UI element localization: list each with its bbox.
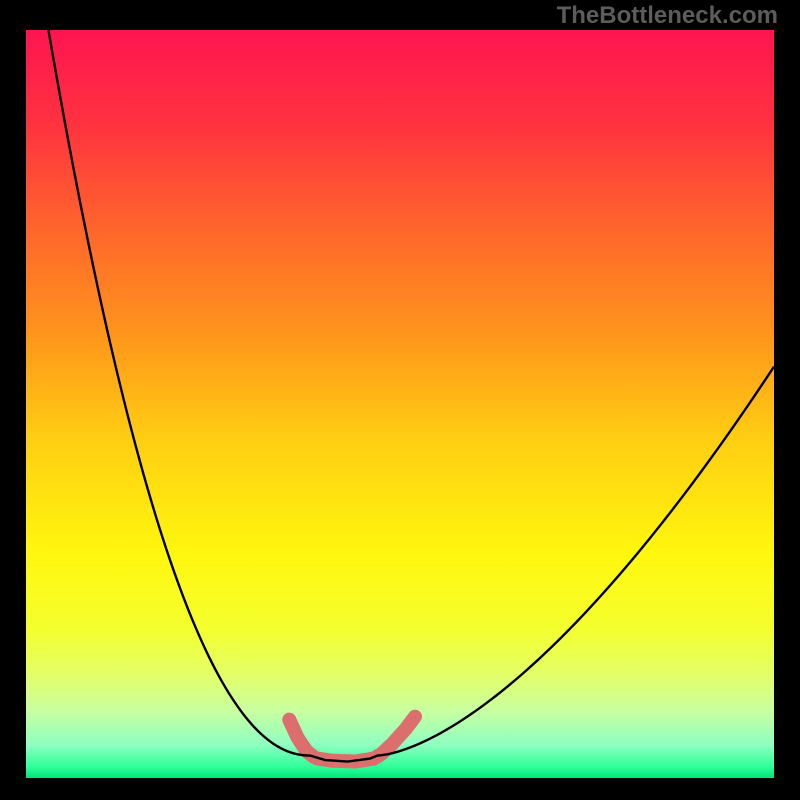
chart-frame: TheBottleneck.com	[0, 0, 800, 800]
chart-background	[26, 30, 774, 778]
plot-area	[26, 30, 774, 778]
chart-svg	[26, 30, 774, 778]
watermark-text: TheBottleneck.com	[557, 2, 778, 30]
